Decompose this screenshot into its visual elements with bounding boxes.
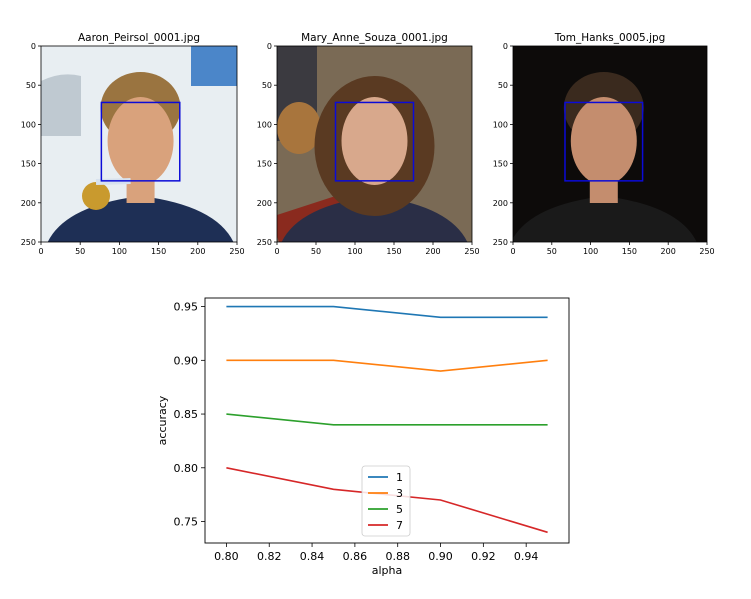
banner-shape (191, 46, 237, 86)
y-tick-label: 50 (26, 81, 36, 90)
y-tick-label: 0 (31, 42, 36, 51)
y-tick-label: 0 (267, 42, 272, 51)
plot-frame (204, 297, 570, 544)
x-tick-label: 50 (547, 247, 557, 256)
x-tick-label: 200 (190, 247, 205, 256)
y-tick-label: 0.95 (174, 301, 199, 314)
x-tick-label: 50 (75, 247, 85, 256)
x-tick-label: 100 (347, 247, 362, 256)
y-tick-label: 0.85 (174, 408, 199, 421)
legend-label: 3 (396, 487, 403, 500)
x-axis-label: alpha (372, 564, 403, 577)
face-photo (513, 46, 707, 242)
x-tick-label: 150 (386, 247, 401, 256)
face-bounding-box (100, 101, 181, 182)
image-title: Tom_Hanks_0005.jpg (554, 32, 666, 44)
axes-frame (512, 45, 708, 243)
x-tick-label: 0.82 (257, 550, 282, 563)
x-tick-label: 100 (583, 247, 598, 256)
x-tick-label: 250 (699, 247, 714, 256)
x-tick-label: 0.80 (214, 550, 239, 563)
x-tick-label: 0.94 (514, 550, 539, 563)
torso-shape (513, 196, 697, 242)
y-tick-label: 250 (257, 238, 272, 247)
instrument-shape (277, 102, 321, 154)
y-tick-label: 200 (257, 199, 272, 208)
x-tick-label: 150 (622, 247, 637, 256)
x-tick-label: 0 (510, 247, 515, 256)
x-tick-label: 0.90 (428, 550, 453, 563)
legend-box (361, 465, 411, 537)
legend-label: 1 (396, 471, 403, 484)
x-tick-label: 200 (661, 247, 676, 256)
face-photo (277, 46, 472, 242)
image-panel-2: Mary_Anne_Souza_0001.jpg0501001502002500… (257, 32, 480, 256)
medal-shape (82, 182, 110, 210)
axes-frame (276, 45, 473, 243)
image-title: Aaron_Peirsol_0001.jpg (78, 32, 200, 44)
x-tick-label: 0.84 (300, 550, 325, 563)
x-tick-label: 150 (151, 247, 166, 256)
x-tick-label: 0.86 (343, 550, 368, 563)
face-shape (341, 97, 408, 185)
legend-label: 5 (396, 503, 403, 516)
y-tick-label: 0.75 (174, 516, 199, 529)
x-tick-label: 0.92 (471, 550, 496, 563)
x-tick-label: 0 (38, 247, 43, 256)
legend: 1 3 5 7 (361, 465, 411, 537)
y-tick-label: 200 (493, 199, 508, 208)
y-tick-label: 50 (498, 81, 508, 90)
face-bounding-box (564, 101, 644, 182)
y-tick-label: 100 (493, 120, 508, 129)
x-tick-label: 200 (425, 247, 440, 256)
x-tick-label: 50 (311, 247, 321, 256)
face-shape (570, 97, 637, 185)
x-tick-label: 0.88 (385, 550, 410, 563)
image-title: Mary_Anne_Souza_0001.jpg (301, 32, 448, 44)
y-tick-label: 250 (21, 238, 36, 247)
accuracy-line-chart: 0.75 0.80 0.85 0.90 0.95 0.80 0.82 0.84 0.86 0.88… (156, 297, 570, 577)
legend-label: 7 (396, 519, 403, 532)
series-line-1 (226, 305, 548, 319)
y-tick-label: 200 (21, 199, 36, 208)
y-tick-label: 150 (257, 160, 272, 169)
axes-frame (40, 45, 238, 243)
y-tick-label: 0.80 (174, 462, 199, 475)
y-tick-label: 250 (493, 238, 508, 247)
face-photo (41, 46, 237, 242)
backdrop-shape (41, 74, 81, 136)
y-tick-label: 100 (21, 120, 36, 129)
series-line-5 (226, 413, 548, 426)
x-tick-label: 250 (229, 247, 244, 256)
y-tick-label: 0 (503, 42, 508, 51)
series-line-3 (226, 359, 548, 372)
torso-shape (281, 196, 468, 242)
face-shape (107, 97, 174, 185)
y-tick-label: 0.90 (174, 354, 199, 367)
y-tick-label: 50 (262, 81, 272, 90)
x-tick-label: 100 (112, 247, 127, 256)
y-tick-label: 150 (493, 160, 508, 169)
face-bounding-box (334, 101, 415, 182)
y-tick-label: 100 (257, 120, 272, 129)
y-axis-label: accuracy (156, 395, 169, 445)
x-tick-label: 250 (464, 247, 479, 256)
x-tick-label: 0 (274, 247, 279, 256)
y-tick-label: 150 (21, 160, 36, 169)
